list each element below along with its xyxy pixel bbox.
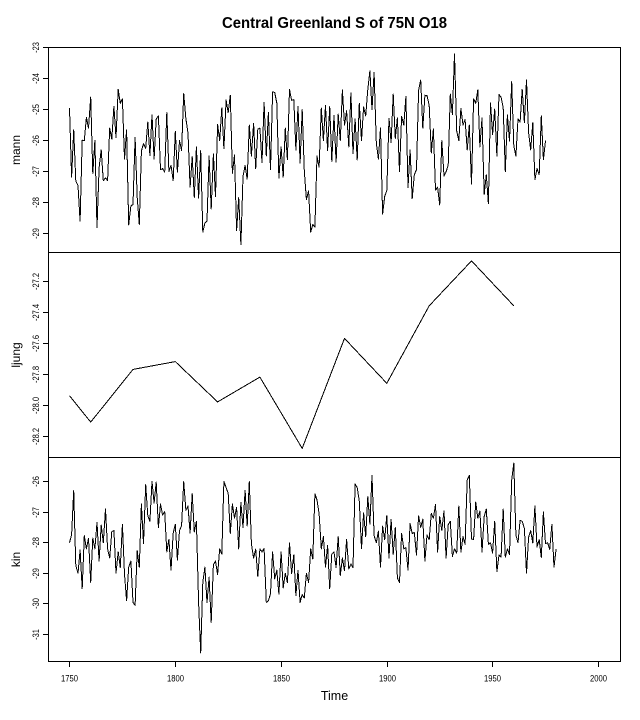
- svg-text:-27: -27: [31, 166, 41, 177]
- svg-text:1750: 1750: [61, 674, 78, 684]
- svg-text:ljung: ljung: [9, 342, 23, 367]
- svg-text:-25: -25: [31, 104, 41, 115]
- svg-text:-28: -28: [31, 537, 41, 548]
- svg-text:-27: -27: [31, 507, 41, 518]
- svg-text:-31: -31: [31, 629, 41, 640]
- svg-text:-30: -30: [31, 598, 41, 609]
- svg-text:1900: 1900: [379, 674, 396, 684]
- svg-text:-26: -26: [31, 476, 41, 487]
- svg-text:1950: 1950: [484, 674, 501, 684]
- svg-text:kin: kin: [9, 552, 23, 567]
- svg-text:-28.2: -28.2: [31, 428, 41, 445]
- svg-text:1850: 1850: [273, 674, 290, 684]
- svg-text:-26: -26: [31, 135, 41, 146]
- svg-text:mann: mann: [9, 135, 23, 165]
- svg-text:2000: 2000: [590, 674, 607, 684]
- svg-text:-27.2: -27.2: [31, 273, 41, 290]
- svg-text:Central Greenland S of 75N O18: Central Greenland S of 75N O18: [222, 15, 447, 32]
- svg-text:1800: 1800: [167, 674, 184, 684]
- svg-text:Time: Time: [321, 689, 348, 703]
- svg-text:-29: -29: [31, 228, 41, 239]
- svg-text:-24: -24: [31, 73, 41, 84]
- svg-text:-28: -28: [31, 197, 41, 208]
- svg-text:-23: -23: [31, 42, 41, 53]
- svg-text:-28.0: -28.0: [31, 397, 41, 414]
- svg-text:-27.8: -27.8: [31, 366, 41, 383]
- svg-text:-27.4: -27.4: [31, 304, 41, 321]
- svg-text:-29: -29: [31, 568, 41, 579]
- svg-text:-27.6: -27.6: [31, 335, 41, 352]
